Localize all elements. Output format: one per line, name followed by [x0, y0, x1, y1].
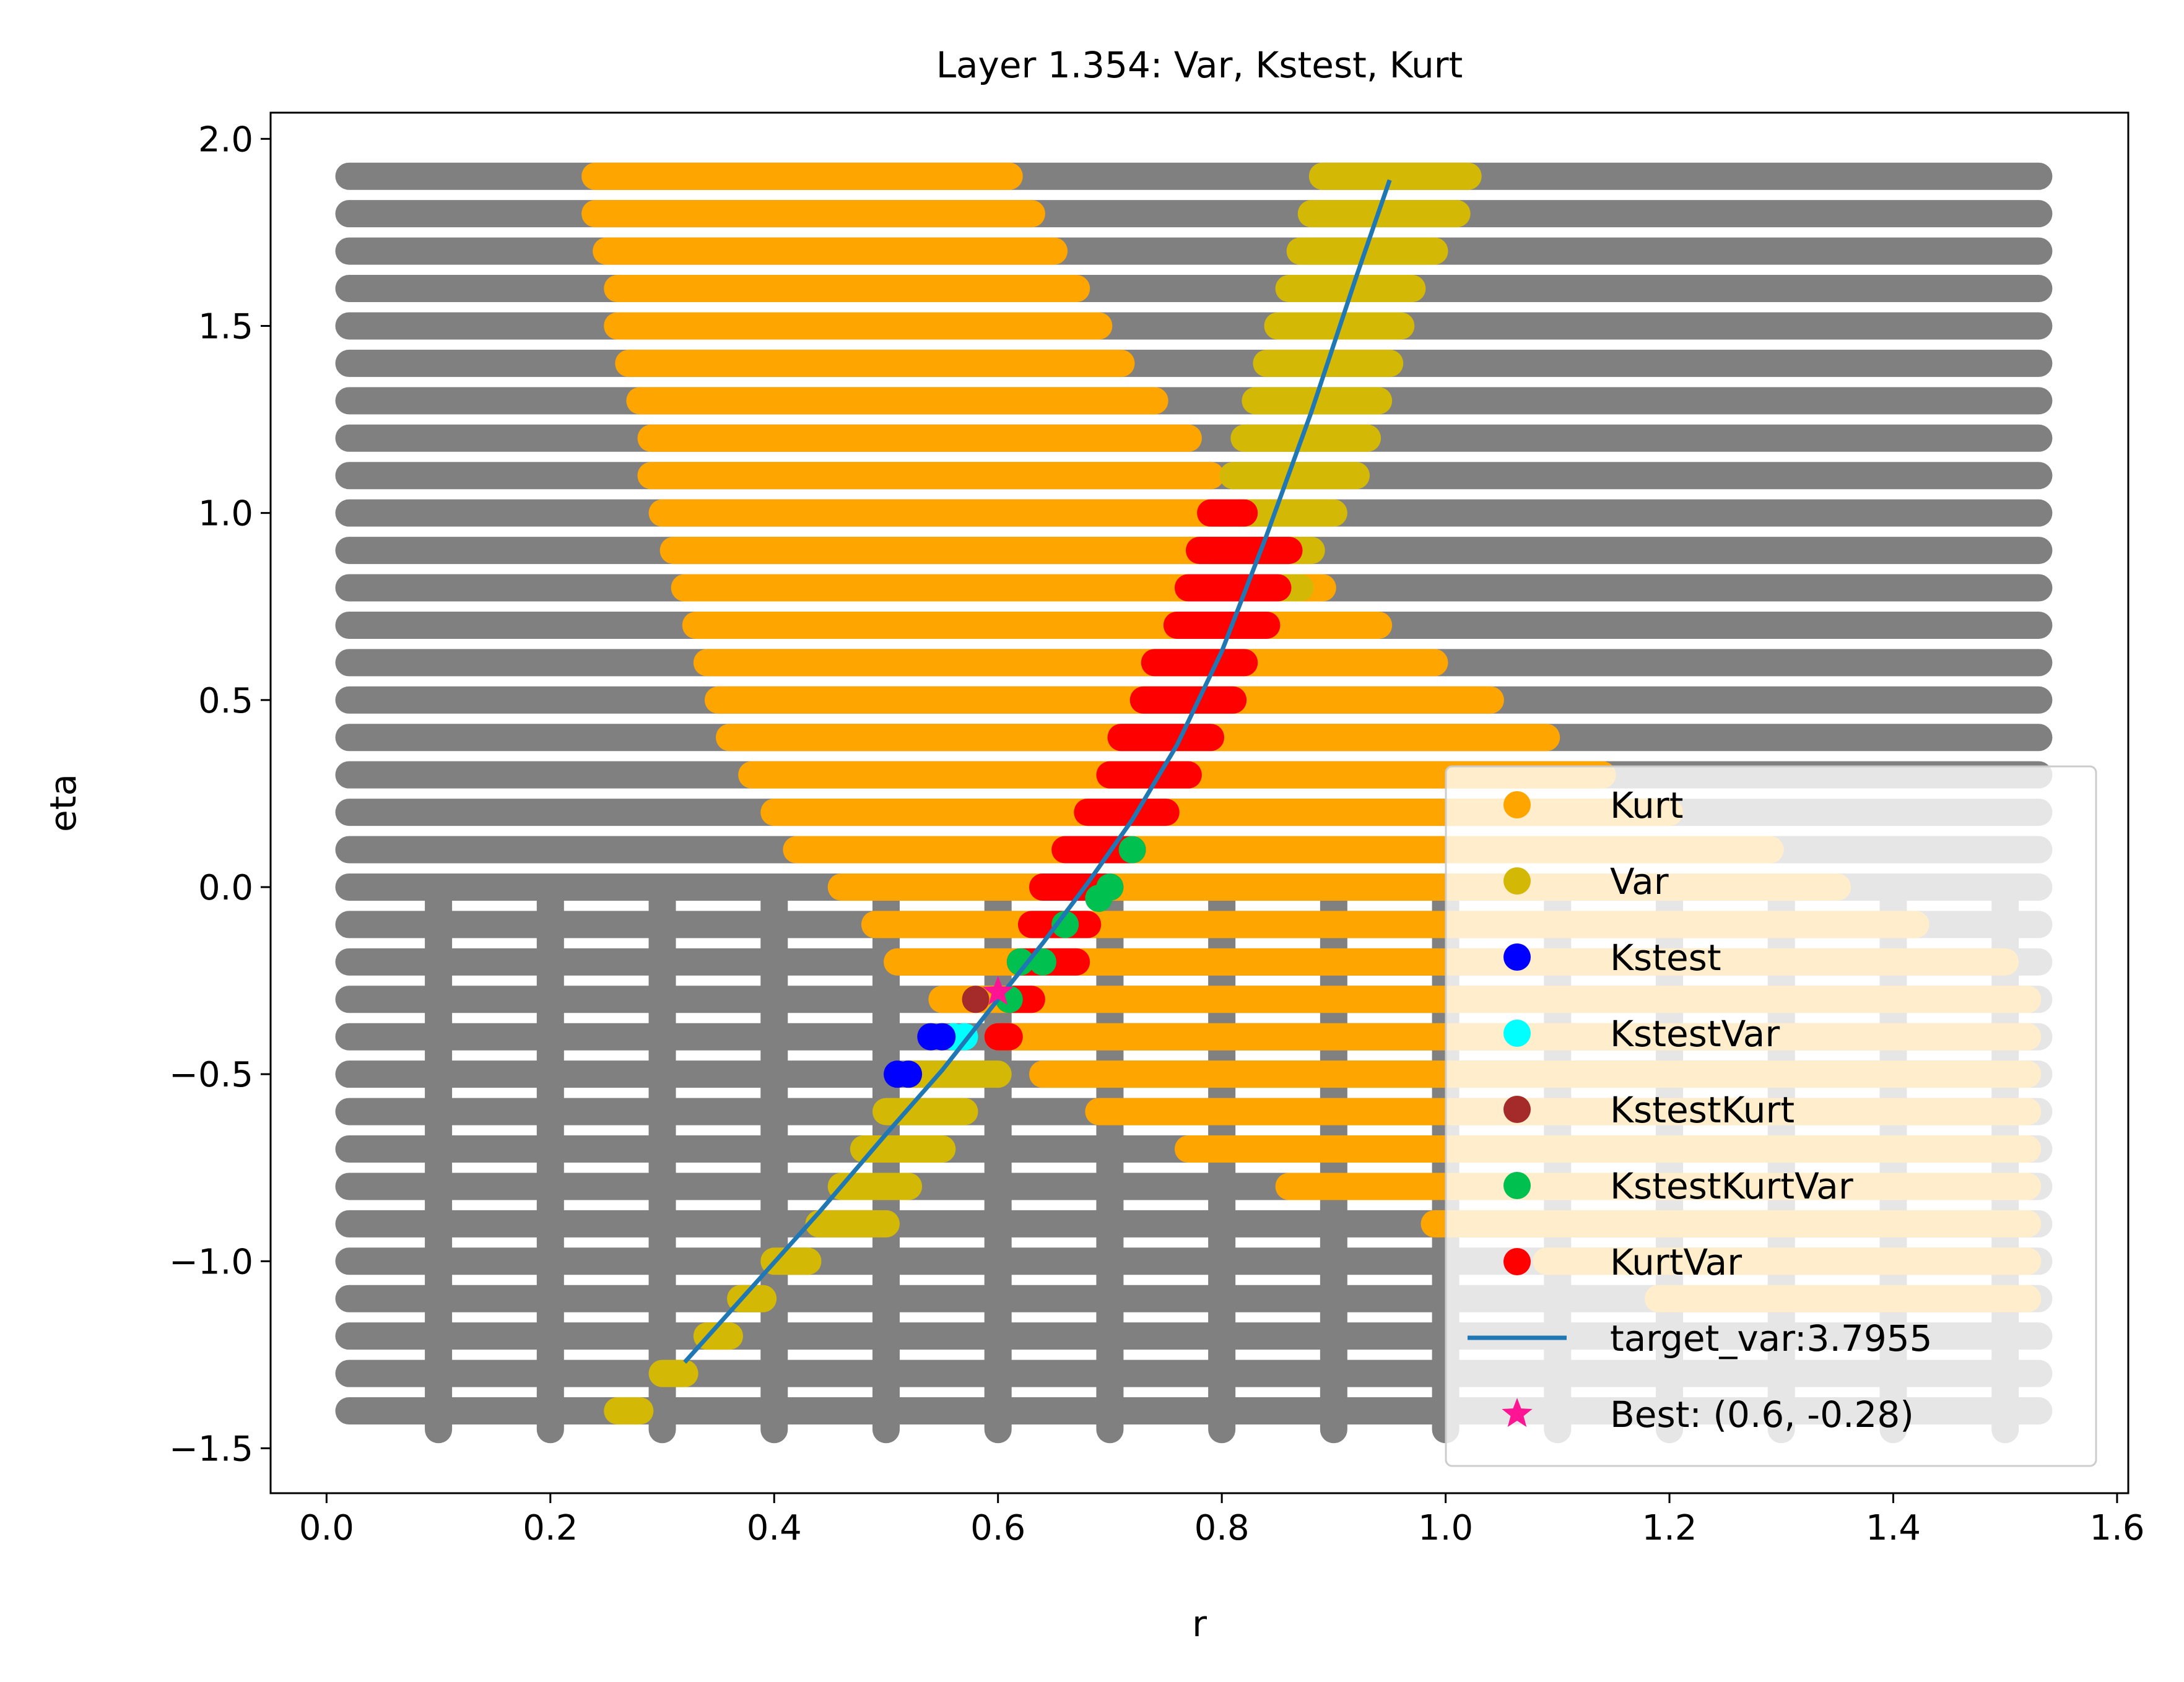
x-tick-label: 0.6: [970, 1508, 1025, 1548]
legend-marker: [1503, 1020, 1531, 1047]
x-tick-label: 0.8: [1194, 1508, 1250, 1548]
legend-label: Kurt: [1610, 784, 1684, 826]
x-tick-label: 0.2: [523, 1508, 578, 1548]
kstestkurtvar-point: [1051, 911, 1079, 939]
kstest-point: [895, 1060, 923, 1088]
target-var-line: [683, 179, 1392, 1364]
legend-marker: [1503, 867, 1531, 895]
y-axis-label: eta: [42, 774, 84, 832]
legend-label: KstestKurt: [1610, 1089, 1795, 1131]
y-tick-label: −0.5: [169, 1055, 253, 1095]
legend-label: Var: [1610, 861, 1669, 903]
axes: 0.0 0.2 0.4 0.6 0.8 1.0 1.2 1.4 1.6 −1.5 −1.0 −0.5 0…: [169, 119, 2144, 1548]
legend-label: KstestKurtVar: [1610, 1165, 1853, 1207]
legend-box: [1445, 765, 2097, 1467]
chart-title: Layer 1.354: Var, Kstest, Kurt: [936, 44, 1463, 86]
kstest-point: [928, 1023, 956, 1051]
y-tick-label: 1.0: [198, 494, 253, 534]
legend-marker: [1503, 943, 1531, 971]
legend-label: KstestVar: [1610, 1013, 1780, 1055]
x-axis-label: r: [1192, 1603, 1207, 1645]
kstestkurtvar-point: [1006, 948, 1034, 976]
x-tick-label: 0.4: [747, 1508, 802, 1548]
best-marker-layer: [983, 976, 1014, 1005]
legend-label: target_var:3.7955: [1610, 1317, 1933, 1359]
legend-marker: [1503, 791, 1531, 818]
legend: KurtVarKstestKstestVarKstestKurtKstestKu…: [1445, 765, 2097, 1467]
y-tick-label: −1.0: [169, 1242, 253, 1282]
kstestkurtvar-point: [1085, 885, 1113, 913]
x-tick-label: 1.6: [2089, 1508, 2144, 1548]
x-tick-label: 0.0: [299, 1508, 354, 1548]
plot-frame: [269, 111, 2130, 1494]
y-tick-label: 0.0: [198, 868, 253, 908]
legend-marker: [1503, 1172, 1531, 1199]
y-tick-label: 2.0: [198, 119, 253, 160]
best-marker: [983, 976, 1014, 1005]
y-tick-label: −1.5: [169, 1429, 253, 1469]
legend-marker: [1502, 1398, 1533, 1427]
legend-label: Kstest: [1610, 937, 1721, 979]
x-tick-label: 1.0: [1418, 1508, 1473, 1548]
legend-label: KurtVar: [1610, 1241, 1742, 1283]
legend-label: Best: (0.6, -0.28): [1610, 1394, 1914, 1436]
kstestkurtvar-point: [1118, 836, 1146, 864]
x-tick-label: 1.2: [1642, 1508, 1697, 1548]
legend-marker: [1503, 1248, 1531, 1275]
kstestkurt-point: [962, 986, 990, 1013]
target-line-layer: [683, 179, 1392, 1364]
y-tick-label: 0.5: [198, 681, 253, 721]
legend-marker: [1503, 1096, 1531, 1123]
y-tick-label: 1.5: [198, 306, 253, 347]
x-tick-label: 1.4: [1866, 1508, 1921, 1548]
